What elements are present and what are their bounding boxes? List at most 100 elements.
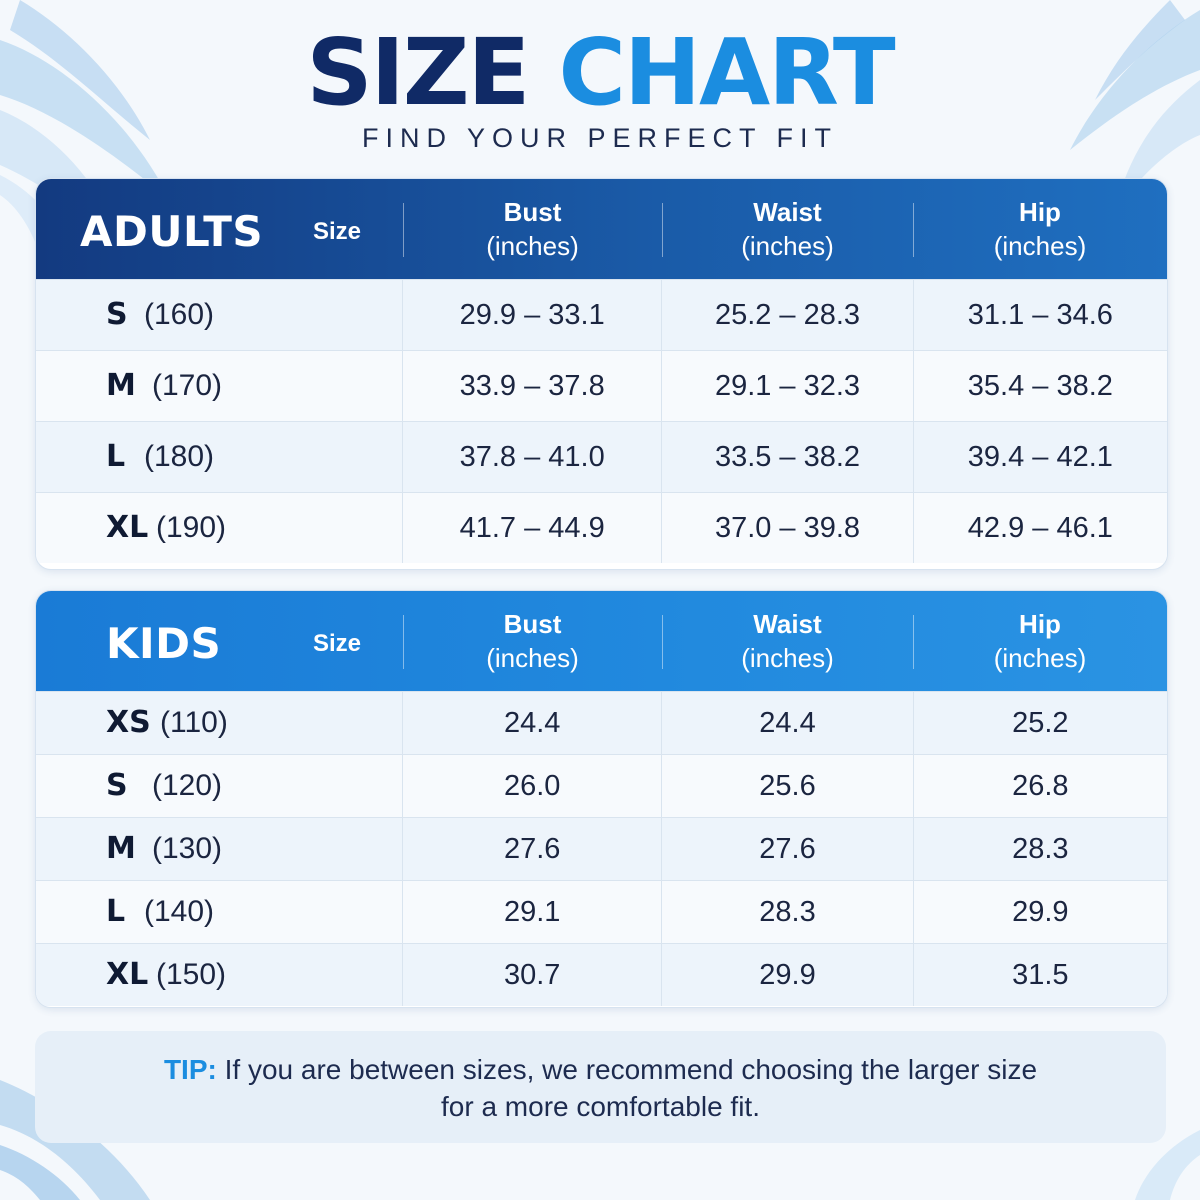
column-name: Waist xyxy=(753,197,822,227)
size-height: (180) xyxy=(144,440,215,473)
adults-table-body: S (160) 29.9 – 33.1 25.2 – 28.3 31.1 – 3… xyxy=(36,279,1167,563)
size-code: M xyxy=(106,831,136,866)
table-row: XL (150) 30.7 29.9 31.5 xyxy=(36,943,1167,1006)
tip-box: TIP: If you are between sizes, we recomm… xyxy=(35,1031,1166,1143)
adults-table-header: ADULTS Size Bust (inches) Waist (inches)… xyxy=(36,179,1167,279)
adults-header-hip: Hip (inches) xyxy=(913,179,1167,279)
size-cell: L (180) xyxy=(36,422,402,492)
kids-table-body: XS (110) 24.4 24.4 25.2 S (120) 26.0 25.… xyxy=(36,691,1167,1006)
size-height: (170) xyxy=(152,369,223,402)
tip-text-1: If you are between sizes, we recommend c… xyxy=(224,1054,1038,1085)
column-name: Bust xyxy=(503,609,562,639)
table-row: M (130) 27.6 27.6 28.3 xyxy=(36,817,1167,880)
kids-header-hip: Hip (inches) xyxy=(913,591,1167,691)
hip-value: 35.4 – 38.2 xyxy=(912,351,1167,421)
kids-category-label: KIDS xyxy=(106,619,222,668)
size-height: (160) xyxy=(144,298,215,331)
bust-value: 29.1 xyxy=(402,881,661,943)
size-height: (190) xyxy=(156,511,227,544)
page-header: SIZE CHART FIND YOUR PERFECT FIT xyxy=(0,0,1200,170)
size-cell: M (170) xyxy=(36,351,402,421)
size-height: (120) xyxy=(152,769,223,802)
size-code: S xyxy=(106,297,128,332)
bust-value: 27.6 xyxy=(402,818,661,880)
column-name: Waist xyxy=(753,609,822,639)
waist-value: 37.0 – 39.8 xyxy=(661,493,912,563)
size-code: S xyxy=(106,768,128,803)
bust-value: 24.4 xyxy=(402,692,661,754)
page-title: SIZE CHART xyxy=(0,18,1200,128)
size-cell: S (160) xyxy=(36,280,402,350)
column-unit: (inches) xyxy=(741,231,834,261)
bust-value: 41.7 – 44.9 xyxy=(402,493,661,563)
hip-value: 26.8 xyxy=(912,755,1167,817)
waist-value: 24.4 xyxy=(661,692,912,754)
size-code: XL xyxy=(106,510,149,545)
kids-table-header: KIDS Size Bust (inches) Waist (inches) H… xyxy=(36,591,1167,691)
adults-size-column-label: Size xyxy=(313,218,362,245)
table-row: XS (110) 24.4 24.4 25.2 xyxy=(36,691,1167,754)
column-unit: (inches) xyxy=(486,643,579,673)
column-unit: (inches) xyxy=(741,643,834,673)
kids-header-size-cell: KIDS Size xyxy=(36,591,403,691)
size-code: XS xyxy=(106,705,151,740)
table-row: L (140) 29.1 28.3 29.9 xyxy=(36,880,1167,943)
bust-value: 26.0 xyxy=(402,755,661,817)
hip-value: 42.9 – 46.1 xyxy=(912,493,1167,563)
column-name: Hip xyxy=(1019,609,1061,639)
table-row: M (170) 33.9 – 37.8 29.1 – 32.3 35.4 – 3… xyxy=(36,350,1167,421)
waist-value: 29.9 xyxy=(661,944,912,1006)
size-cell: S (120) xyxy=(36,755,402,817)
bust-value: 33.9 – 37.8 xyxy=(402,351,661,421)
kids-header-bust: Bust (inches) xyxy=(403,591,662,691)
size-cell: XL (150) xyxy=(36,944,402,1006)
title-part-size: SIZE xyxy=(306,19,530,126)
waist-value: 29.1 – 32.3 xyxy=(661,351,912,421)
table-row: L (180) 37.8 – 41.0 33.5 – 38.2 39.4 – 4… xyxy=(36,421,1167,492)
size-code: L xyxy=(106,439,126,474)
column-name: Hip xyxy=(1019,197,1061,227)
column-unit: (inches) xyxy=(486,231,579,261)
hip-value: 31.5 xyxy=(912,944,1167,1006)
waist-value: 33.5 – 38.2 xyxy=(661,422,912,492)
size-cell: L (140) xyxy=(36,881,402,943)
adults-category-label: ADULTS xyxy=(80,207,264,256)
hip-value: 28.3 xyxy=(912,818,1167,880)
bust-value: 29.9 – 33.1 xyxy=(402,280,661,350)
size-code: M xyxy=(106,368,136,403)
column-name: Bust xyxy=(503,197,562,227)
size-code: L xyxy=(106,894,126,929)
bust-value: 37.8 – 41.0 xyxy=(402,422,661,492)
size-cell: XS (110) xyxy=(36,692,402,754)
hip-value: 31.1 – 34.6 xyxy=(912,280,1167,350)
size-height: (150) xyxy=(156,958,227,991)
waist-value: 25.6 xyxy=(661,755,912,817)
tip-line-2: for a more comfortable fit. xyxy=(440,1091,760,1122)
waist-value: 28.3 xyxy=(661,881,912,943)
kids-size-table: KIDS Size Bust (inches) Waist (inches) H… xyxy=(35,590,1168,1008)
kids-header-waist: Waist (inches) xyxy=(662,591,913,691)
size-height: (140) xyxy=(144,895,215,928)
kids-size-column-label: Size xyxy=(313,630,362,657)
column-unit: (inches) xyxy=(993,231,1087,261)
waist-value: 27.6 xyxy=(661,818,912,880)
size-height: (130) xyxy=(152,832,223,865)
title-part-chart: CHART xyxy=(558,19,895,126)
tip-line-1: TIP: If you are between sizes, we recomm… xyxy=(35,1051,1166,1088)
adults-header-waist: Waist (inches) xyxy=(662,179,913,279)
bust-value: 30.7 xyxy=(402,944,661,1006)
waist-value: 25.2 – 28.3 xyxy=(661,280,912,350)
hip-value: 29.9 xyxy=(912,881,1167,943)
adults-header-bust: Bust (inches) xyxy=(403,179,662,279)
size-height: (110) xyxy=(160,706,228,739)
hip-value: 39.4 – 42.1 xyxy=(912,422,1167,492)
table-row: S (120) 26.0 25.6 26.8 xyxy=(36,754,1167,817)
size-cell: M (130) xyxy=(36,818,402,880)
table-row: XL (190) 41.7 – 44.9 37.0 – 39.8 42.9 – … xyxy=(36,492,1167,563)
page-subtitle: FIND YOUR PERFECT FIT xyxy=(361,123,839,153)
adults-size-table: ADULTS Size Bust (inches) Waist (inches)… xyxy=(35,178,1168,570)
column-unit: (inches) xyxy=(993,643,1087,673)
adults-header-size-cell: ADULTS Size xyxy=(36,179,403,279)
hip-value: 25.2 xyxy=(912,692,1167,754)
size-cell: XL (190) xyxy=(36,493,402,563)
